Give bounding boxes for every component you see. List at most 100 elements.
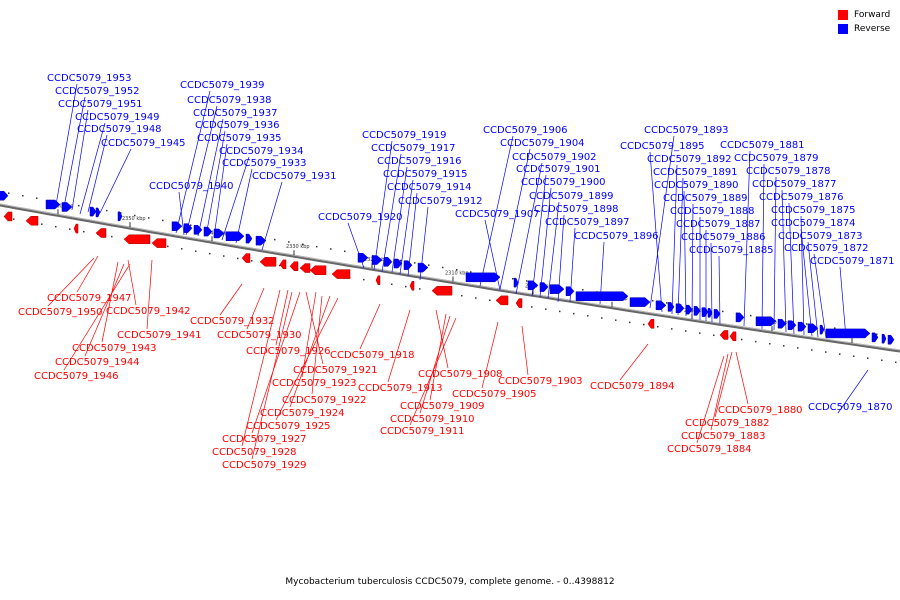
reverse-gene-label: CCDC5079_1888 xyxy=(670,206,755,217)
track-dot xyxy=(470,271,472,273)
reverse-leader-line xyxy=(599,241,605,305)
reverse-gene-arrow xyxy=(403,260,413,270)
track-dot xyxy=(722,310,724,313)
track-dot xyxy=(755,340,757,343)
track-dot xyxy=(531,306,533,308)
track-dot xyxy=(302,243,304,246)
forward-gene-label: CCDC5079_1925 xyxy=(246,421,331,432)
forward-gene-label: CCDC5079_1894 xyxy=(590,381,675,392)
forward-gene-arrow xyxy=(647,319,655,329)
forward-leader-line xyxy=(387,309,411,383)
track-dot xyxy=(195,250,197,252)
reverse-gene-arrow xyxy=(713,309,721,319)
reverse-gene-label: CCDC5079_1916 xyxy=(377,156,462,167)
track-dot xyxy=(111,235,113,238)
forward-leader-line xyxy=(146,259,153,330)
track-dot xyxy=(671,328,673,330)
forward-gene-label: CCDC5079_1932 xyxy=(190,316,275,327)
forward-gene-label: CCDC5079_1930 xyxy=(217,330,302,341)
reverse-swatch xyxy=(838,24,848,34)
forward-gene-label: CCDC5079_1909 xyxy=(400,401,485,412)
track-dot xyxy=(405,285,407,288)
reverse-gene-label: CCDC5079_1873 xyxy=(778,231,863,242)
reverse-gene-label: CCDC5079_1933 xyxy=(222,158,307,169)
reverse-leader-line xyxy=(185,105,218,236)
track-dot xyxy=(274,238,276,241)
reverse-leader-line xyxy=(531,174,547,297)
reverse-leader-line xyxy=(63,96,86,208)
figure-caption: Mycobacterium tuberculosis CCDC5079, com… xyxy=(285,577,615,587)
track-dot xyxy=(148,217,150,219)
track-dot xyxy=(783,345,785,347)
reverse-gene-arrow xyxy=(171,221,183,231)
forward-gene-label: CCDC5079_1927 xyxy=(222,434,307,445)
forward-leader-line xyxy=(311,295,323,395)
legend-forward: Forward xyxy=(838,8,890,22)
reverse-gene-arrow xyxy=(465,272,501,283)
reverse-gene-arrow xyxy=(245,233,253,244)
reverse-gene-arrow xyxy=(575,291,629,301)
reverse-leader-line xyxy=(547,201,560,299)
forward-gene-label: CCDC5079_1880 xyxy=(718,405,803,416)
track-dot xyxy=(526,280,528,282)
reverse-gene-label: CCDC5079_1907 xyxy=(455,209,540,220)
track-dot xyxy=(442,266,444,269)
track-dot xyxy=(545,308,547,310)
track-dot xyxy=(456,268,458,271)
forward-gene-label: CCDC5079_1946 xyxy=(34,371,119,382)
reverse-gene-arrow xyxy=(701,307,709,317)
track-dot xyxy=(512,277,514,280)
track-dot xyxy=(13,218,15,220)
reverse-leader-line xyxy=(649,135,675,309)
reverse-leader-line xyxy=(87,134,108,213)
reverse-gene-label: CCDC5079_1920 xyxy=(318,212,403,223)
track-dot xyxy=(162,219,164,222)
track-dot xyxy=(657,325,659,328)
reverse-gene-label: CCDC5079_1953 xyxy=(47,73,132,84)
reverse-gene-label: CCDC5079_1951 xyxy=(58,99,143,110)
track-dot xyxy=(825,351,827,353)
reverse-leader-line xyxy=(213,143,228,238)
track-dot xyxy=(601,317,603,319)
reverse-leader-line xyxy=(71,109,89,211)
reverse-gene-arrow xyxy=(735,312,745,323)
reverse-gene-label: CCDC5079_1875 xyxy=(771,205,856,216)
reverse-gene-arrow xyxy=(357,252,369,263)
forward-gene-arrow xyxy=(241,253,251,263)
reverse-leader-line xyxy=(773,176,777,331)
forward-leader-line xyxy=(419,315,451,414)
track-dot xyxy=(330,248,332,250)
forward-gene-label: CCDC5079_1921 xyxy=(293,365,378,376)
forward-gene-label: CCDC5079_1928 xyxy=(212,447,297,458)
reverse-leader-line xyxy=(419,206,429,281)
reverse-gene-label: CCDC5079_1872 xyxy=(784,243,869,254)
reverse-leader-line xyxy=(557,214,565,303)
track-dot xyxy=(666,302,668,304)
forward-gene-arrow xyxy=(495,295,509,306)
reverse-gene-arrow xyxy=(787,320,797,330)
reverse-gene-label: CCDC5079_1906 xyxy=(483,125,568,136)
reverse-leader-line xyxy=(761,163,765,330)
forward-leader-line xyxy=(127,259,137,306)
reverse-gene-label: CCDC5079_1891 xyxy=(653,167,738,178)
reverse-gene-label: CCDC5079_1914 xyxy=(387,182,472,193)
forward-gene-label: CCDC5079_1903 xyxy=(498,376,583,387)
forward-leader-line xyxy=(301,291,317,378)
reverse-gene-label: CCDC5079_1893 xyxy=(644,125,729,136)
track-dot xyxy=(83,230,85,233)
forward-leader-line xyxy=(619,343,649,381)
forward-leader-line xyxy=(47,257,95,307)
reverse-leader-line xyxy=(515,162,543,295)
track-dot xyxy=(288,241,290,243)
reverse-gene-arrow xyxy=(89,206,97,217)
track-dot xyxy=(881,359,883,362)
track-dot xyxy=(699,332,701,334)
reverse-gene-label: CCDC5079_1919 xyxy=(362,130,447,141)
reverse-gene-label: CCDC5079_1915 xyxy=(383,169,468,180)
reverse-gene-label: CCDC5079_1948 xyxy=(77,124,162,135)
reverse-leader-line xyxy=(381,153,402,273)
reverse-leader-line xyxy=(407,192,418,277)
forward-leader-line xyxy=(409,317,457,426)
reverse-gene-arrow xyxy=(225,231,245,241)
forward-leader-line xyxy=(275,289,289,346)
